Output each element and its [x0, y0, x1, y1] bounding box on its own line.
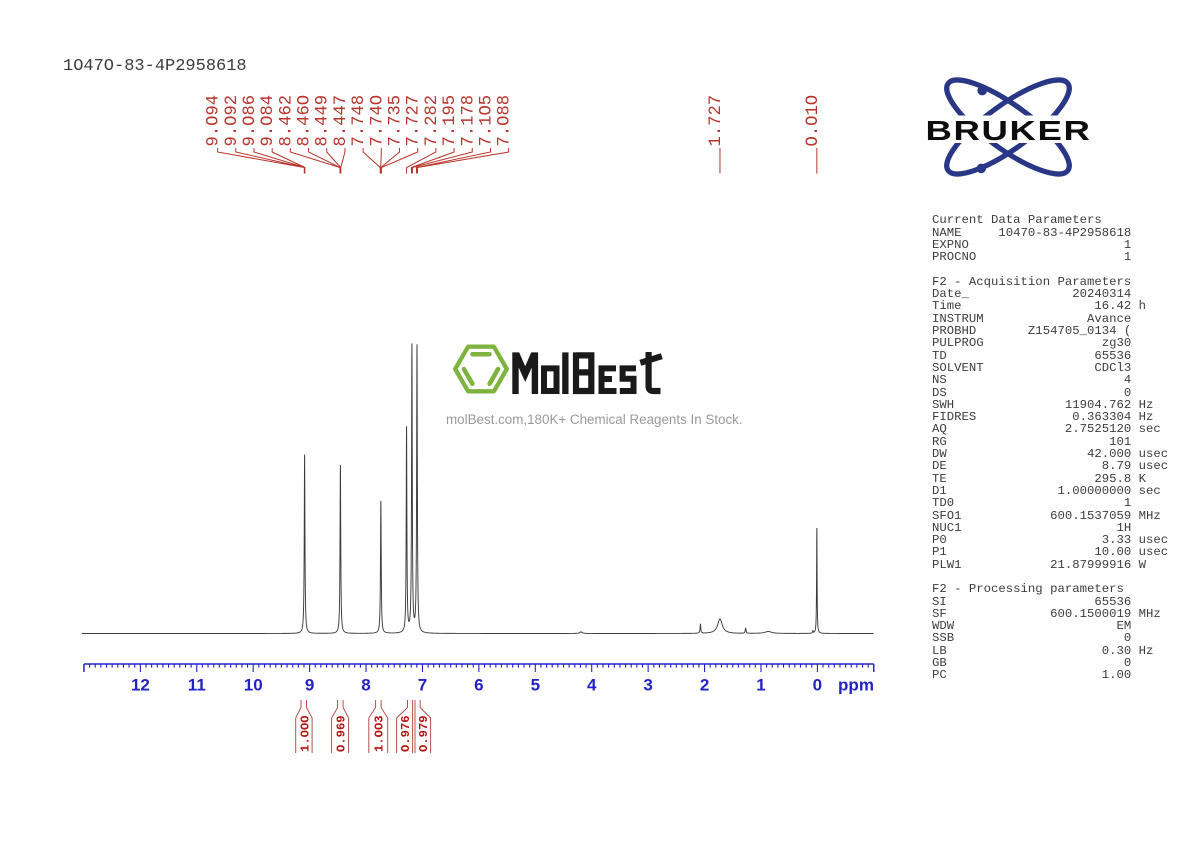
svg-text:0: 0	[813, 676, 822, 695]
svg-text:4: 4	[587, 676, 597, 695]
svg-text:7.1O5: 7.1O5	[477, 95, 496, 147]
svg-text:12: 12	[131, 676, 150, 695]
svg-text:9.O86: 9.O86	[241, 95, 260, 147]
svg-text:8.449: 8.449	[314, 95, 333, 147]
svg-text:9.O84: 9.O84	[259, 95, 278, 147]
svg-text:1.OOO: 1.OOO	[298, 715, 312, 752]
svg-text:7.748: 7.748	[350, 95, 369, 147]
svg-text:BRUKER: BRUKER	[926, 115, 1092, 146]
svg-text:6: 6	[474, 676, 483, 695]
svg-text:O.979: O.979	[417, 715, 431, 752]
svg-text:1.OO3: 1.OO3	[373, 715, 387, 752]
svg-text:7.735: 7.735	[387, 95, 406, 147]
svg-text:O.969: O.969	[335, 715, 349, 752]
svg-text:7.178: 7.178	[459, 95, 478, 147]
svg-text:O.O1O: O.O1O	[804, 95, 823, 147]
svg-text:8.447: 8.447	[332, 95, 351, 147]
svg-text:9.O94: 9.O94	[205, 95, 224, 147]
svg-text:8: 8	[361, 676, 370, 695]
svg-text:7.74O: 7.74O	[368, 95, 387, 147]
svg-text:7.282: 7.282	[423, 95, 442, 147]
svg-text:1: 1	[756, 676, 765, 695]
svg-text:9.O92: 9.O92	[223, 95, 242, 147]
svg-text:1.727: 1.727	[707, 95, 726, 147]
svg-text:5: 5	[531, 676, 540, 695]
svg-text:7.O88: 7.O88	[496, 95, 515, 147]
svg-text:7.727: 7.727	[405, 95, 424, 147]
svg-text:O.976: O.976	[399, 715, 413, 752]
svg-text:8.46O: 8.46O	[296, 95, 315, 147]
svg-text:7.195: 7.195	[441, 95, 460, 147]
svg-text:9: 9	[305, 676, 314, 695]
svg-text:7: 7	[418, 676, 427, 695]
svg-text:ppm: ppm	[838, 676, 874, 695]
svg-text:2: 2	[700, 676, 709, 695]
svg-text:3: 3	[643, 676, 652, 695]
svg-text:11: 11	[188, 676, 206, 695]
svg-text:8.462: 8.462	[277, 95, 296, 147]
svg-text:10: 10	[244, 676, 263, 695]
